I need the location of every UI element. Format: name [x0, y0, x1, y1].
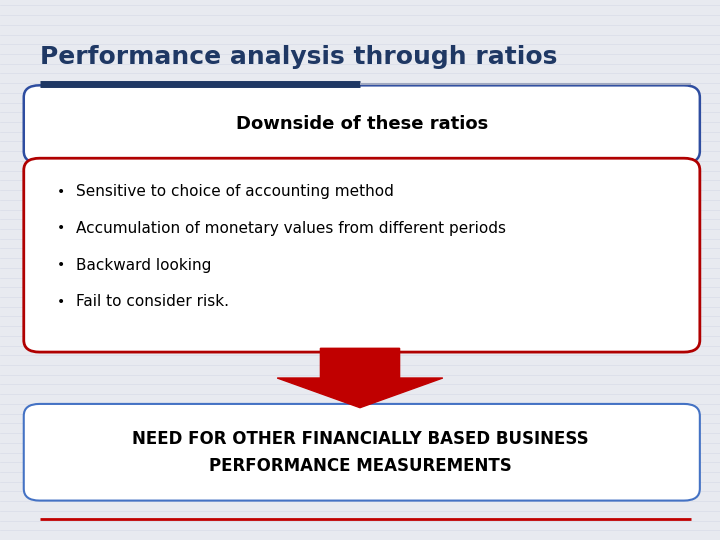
- Text: •: •: [57, 258, 66, 272]
- Text: Downside of these ratios: Downside of these ratios: [235, 115, 488, 133]
- Text: •: •: [57, 221, 66, 235]
- Text: Accumulation of monetary values from different periods: Accumulation of monetary values from dif…: [76, 221, 505, 236]
- Text: Fail to consider risk.: Fail to consider risk.: [76, 294, 229, 309]
- FancyBboxPatch shape: [24, 158, 700, 352]
- Text: NEED FOR OTHER FINANCIALLY BASED BUSINESS: NEED FOR OTHER FINANCIALLY BASED BUSINES…: [132, 430, 588, 448]
- Text: PERFORMANCE MEASUREMENTS: PERFORMANCE MEASUREMENTS: [209, 457, 511, 475]
- FancyBboxPatch shape: [24, 85, 700, 163]
- Text: •: •: [57, 185, 66, 199]
- Text: Sensitive to choice of accounting method: Sensitive to choice of accounting method: [76, 184, 393, 199]
- Text: •: •: [57, 295, 66, 309]
- Text: Backward looking: Backward looking: [76, 258, 211, 273]
- Polygon shape: [277, 348, 443, 408]
- Text: Performance analysis through ratios: Performance analysis through ratios: [40, 45, 557, 69]
- FancyBboxPatch shape: [24, 404, 700, 501]
